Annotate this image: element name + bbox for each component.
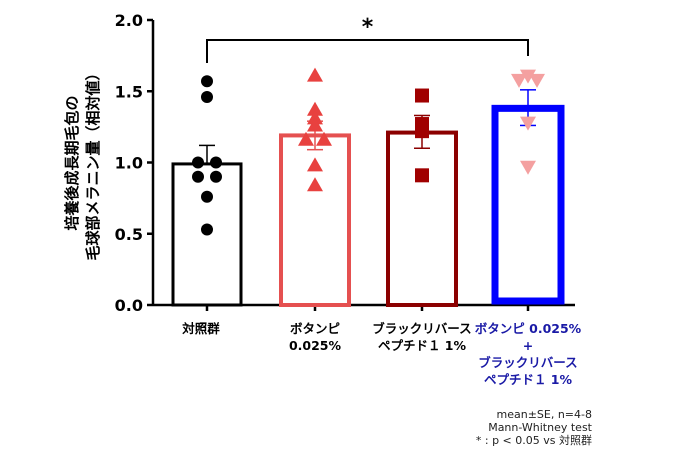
data-point <box>201 75 213 88</box>
data-point <box>511 73 527 88</box>
data-point <box>520 160 536 175</box>
x-label-line: ボタンピ <box>289 321 340 336</box>
x-label-line: ペプチド１ 1% <box>483 372 573 387</box>
x-label-line: ブラックリバース <box>478 355 578 370</box>
significance-bracket <box>206 39 529 63</box>
x-tick-label: ボタンピ 0.025% <box>235 320 395 354</box>
data-point <box>192 156 204 169</box>
data-point <box>529 73 545 88</box>
bar <box>491 104 565 305</box>
data-point <box>201 190 213 203</box>
data-point <box>307 157 323 172</box>
data-point <box>307 101 323 116</box>
data-point <box>415 124 429 139</box>
data-point <box>298 131 314 146</box>
y-tick-label: 1.0 <box>115 154 143 173</box>
data-point <box>307 110 323 125</box>
y-tick-label: 2.0 <box>115 11 143 30</box>
note-significance: * : p < 0.05 vs 対照群 <box>475 434 592 447</box>
x-label-line: ブラックリバース <box>372 321 472 336</box>
data-point <box>415 168 429 183</box>
data-point <box>307 177 323 192</box>
data-point <box>316 131 332 146</box>
x-tick-label: ボタンピ 0.025% + ブラックリバース ペプチド１ 1% <box>448 320 608 388</box>
data-point <box>210 156 222 169</box>
x-tick-label: 対照群 <box>121 320 281 337</box>
data-point <box>210 170 222 183</box>
data-point <box>520 69 536 84</box>
y-tick-label: 0.5 <box>115 225 143 244</box>
y-axis-label: 培養後成長期毛包の <box>63 95 81 230</box>
bar <box>386 130 458 307</box>
note-stats: mean±SE, n=4-8 <box>496 408 593 421</box>
data-point <box>415 88 429 103</box>
x-label-line: + <box>522 338 534 353</box>
data-point <box>520 116 536 131</box>
y-tick-label: 0.0 <box>115 296 143 315</box>
x-label-line: ボタンピ 0.025% <box>474 321 582 336</box>
footnote: mean±SE, n=4-8 Mann-Whitney test * : p <… <box>476 408 592 447</box>
significance-star: * <box>362 15 374 40</box>
data-point <box>307 67 323 82</box>
data-point <box>201 90 213 103</box>
x-label-line: 0.025% <box>288 338 342 353</box>
data-point <box>201 223 213 236</box>
note-test: Mann-Whitney test <box>488 421 592 434</box>
x-label-line: 対照群 <box>182 321 220 336</box>
x-label-line: ペプチド１ 1% <box>377 338 467 353</box>
x-tick-label: ブラックリバース ペプチド１ 1% <box>342 320 502 354</box>
y-tick-label: 1.5 <box>115 82 143 101</box>
data-point <box>192 170 204 183</box>
data-point <box>307 117 323 132</box>
y-axis-label: 毛球部メラニン量（相対値） <box>84 65 102 260</box>
